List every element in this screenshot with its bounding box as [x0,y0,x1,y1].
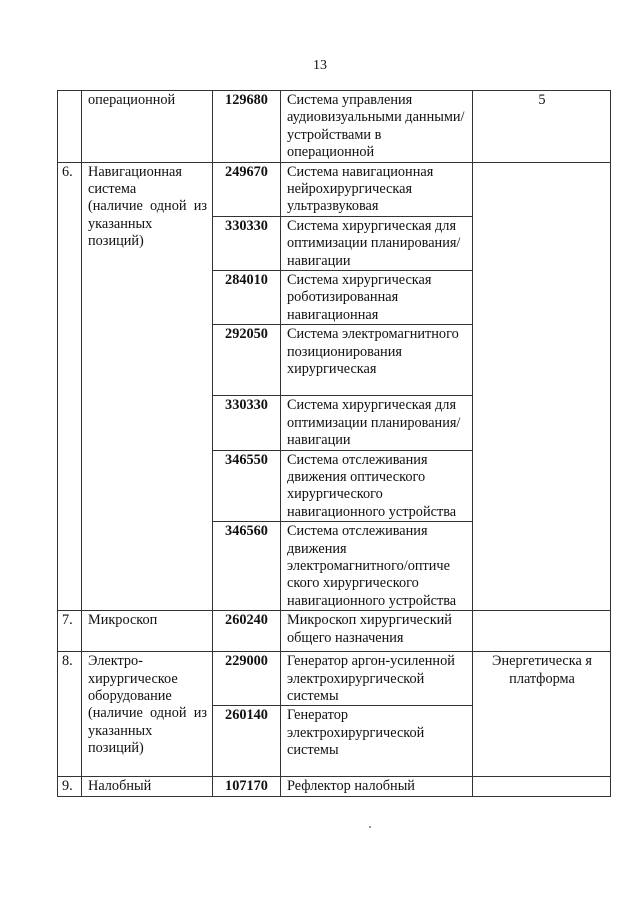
item-note: 5 [472,90,611,163]
item-description: Микроскоп хирургический общего назначени… [280,610,473,653]
item-code: 330330 [212,395,281,451]
table-row: 260140 Генератор электрохирургической си… [58,705,611,778]
item-description: Рефлектор налобный [280,776,473,797]
table-row: 284010 Система хирургическая роботизиров… [58,270,611,326]
item-note [472,610,611,653]
table-row: 8. Электро-хирургическое оборудование (на… [57,651,611,778]
item-code: 330330 [212,215,281,272]
table-row: операционной 129680 Система управления а… [57,90,611,163]
scan-speck [369,826,371,828]
item-name-title: Навигационная система [88,163,182,198]
item-note [472,776,611,797]
page-number: 13 [313,58,327,73]
item-code: 260240 [212,610,281,653]
table-row: 330330 Система хирургическая для оптимиз… [58,395,611,451]
row-number: 9. [57,776,82,797]
table-row: 6. Навигационная система (наличие одной и… [57,161,611,612]
item-description: Система хирургическая для оптимизации пл… [280,395,473,451]
item-description: Система электромагнитного позиционирован… [280,324,473,397]
item-code: 229000 [212,651,281,707]
equipment-table: операционной 129680 Система управления а… [57,90,611,797]
row-number: 6. [57,161,82,612]
item-description: Система хирургическая для оптимизации пл… [280,215,473,272]
item-code: 249670 [212,161,281,217]
table-row: 330330 Система хирургическая для оптимиз… [58,215,611,272]
item-code: 260140 [212,705,281,778]
item-description: Генератор аргон-усиленной электрохирурги… [280,651,473,707]
row-number: 7. [57,610,82,653]
table-row: 346550 Система отслеживания движения опт… [58,449,611,523]
item-description: Система управления аудиовизуальными данн… [280,90,473,163]
item-note [472,161,611,612]
item-name: Навигационная система (наличие одной из у… [81,161,213,612]
item-description: Система навигационная нейрохирургическая… [280,161,473,217]
table-row: 7. Микроскоп 260240 Микроскоп хирургичес… [57,610,611,653]
item-name-note: (наличие одной из указанных позиций) [88,705,207,757]
item-name-title: Электро-хирургическое оборудование [88,653,178,704]
table-row: 346560 Система отслеживания движения эле… [58,521,611,612]
item-note: Энергетическа я платформа [472,651,611,778]
item-description: Система отслеживания движения электромаг… [280,521,473,612]
item-code: 107170 [212,776,281,797]
table-row: 9. Налобный 107170 Рефлектор налобный [57,776,611,797]
row-number: 8. [57,651,82,778]
item-description: Генератор электрохирургической системы [280,705,473,778]
item-name: операционной [81,90,213,163]
item-name: Микроскоп [81,610,213,653]
item-name-note: (наличие одной из указанных позиций) [88,198,207,250]
item-code: 346550 [212,449,281,523]
item-code: 346560 [212,521,281,612]
item-name: Налобный [81,776,213,797]
item-code: 129680 [212,90,281,163]
row-number [57,90,82,163]
item-code: 284010 [212,270,281,326]
item-description: Система отслеживания движения оптическог… [280,449,473,523]
table-row: 292050 Система электромагнитного позицио… [58,324,611,397]
item-description: Система хирургическая роботизированная н… [280,270,473,326]
item-code: 292050 [212,324,281,397]
item-name: Электро-хирургическое оборудование (налич… [81,651,213,778]
